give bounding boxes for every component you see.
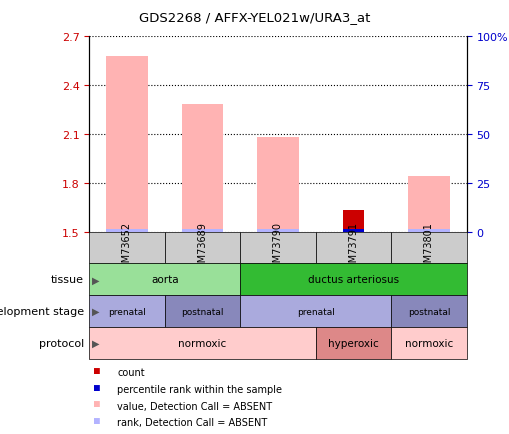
Text: GDS2268 / AFFX-YEL021w/URA3_at: GDS2268 / AFFX-YEL021w/URA3_at: [139, 11, 370, 24]
Bar: [240, 264, 466, 296]
Text: percentile rank within the sample: percentile rank within the sample: [117, 384, 282, 394]
Bar: [89, 264, 240, 296]
Text: normoxic: normoxic: [404, 338, 452, 348]
Bar: [240, 232, 315, 264]
Text: rank, Detection Call = ABSENT: rank, Detection Call = ABSENT: [117, 417, 267, 427]
Bar: [257, 229, 298, 232]
Text: tissue: tissue: [51, 275, 84, 285]
Text: ▶: ▶: [92, 306, 99, 316]
Text: ductus arteriosus: ductus arteriosus: [307, 275, 398, 285]
Text: ■: ■: [94, 415, 100, 425]
Text: ■: ■: [94, 398, 100, 408]
Bar: [343, 210, 363, 232]
Text: postnatal: postnatal: [181, 307, 223, 316]
Bar: [407, 177, 449, 232]
Text: GSM73689: GSM73689: [197, 222, 207, 274]
Bar: [106, 56, 148, 232]
Text: GSM73791: GSM73791: [348, 222, 358, 274]
Text: normoxic: normoxic: [178, 338, 226, 348]
Bar: [89, 296, 164, 327]
Text: GSM73801: GSM73801: [423, 222, 433, 274]
Bar: [390, 296, 466, 327]
Bar: [315, 232, 390, 264]
Bar: [181, 229, 223, 232]
Text: prenatal: prenatal: [296, 307, 334, 316]
Text: ▶: ▶: [92, 275, 99, 285]
Bar: [240, 296, 390, 327]
Bar: [181, 105, 223, 232]
Bar: [390, 327, 466, 359]
Bar: [407, 229, 449, 232]
Text: ■: ■: [94, 365, 100, 375]
Text: hyperoxic: hyperoxic: [327, 338, 378, 348]
Text: value, Detection Call = ABSENT: value, Detection Call = ABSENT: [117, 401, 272, 411]
Text: GSM73790: GSM73790: [272, 222, 282, 274]
Text: prenatal: prenatal: [108, 307, 146, 316]
Bar: [390, 232, 466, 264]
Text: development stage: development stage: [0, 306, 84, 316]
Bar: [106, 229, 148, 232]
Bar: [315, 327, 390, 359]
Text: postnatal: postnatal: [407, 307, 449, 316]
Text: ■: ■: [94, 382, 100, 392]
Bar: [164, 232, 240, 264]
Text: aorta: aorta: [151, 275, 178, 285]
Text: protocol: protocol: [39, 338, 84, 348]
Bar: [164, 296, 240, 327]
Text: ▶: ▶: [92, 338, 99, 348]
Bar: [343, 229, 363, 232]
Text: count: count: [117, 368, 145, 378]
Text: GSM73652: GSM73652: [122, 221, 132, 275]
Bar: [89, 232, 164, 264]
Bar: [89, 327, 315, 359]
Bar: [257, 138, 298, 232]
